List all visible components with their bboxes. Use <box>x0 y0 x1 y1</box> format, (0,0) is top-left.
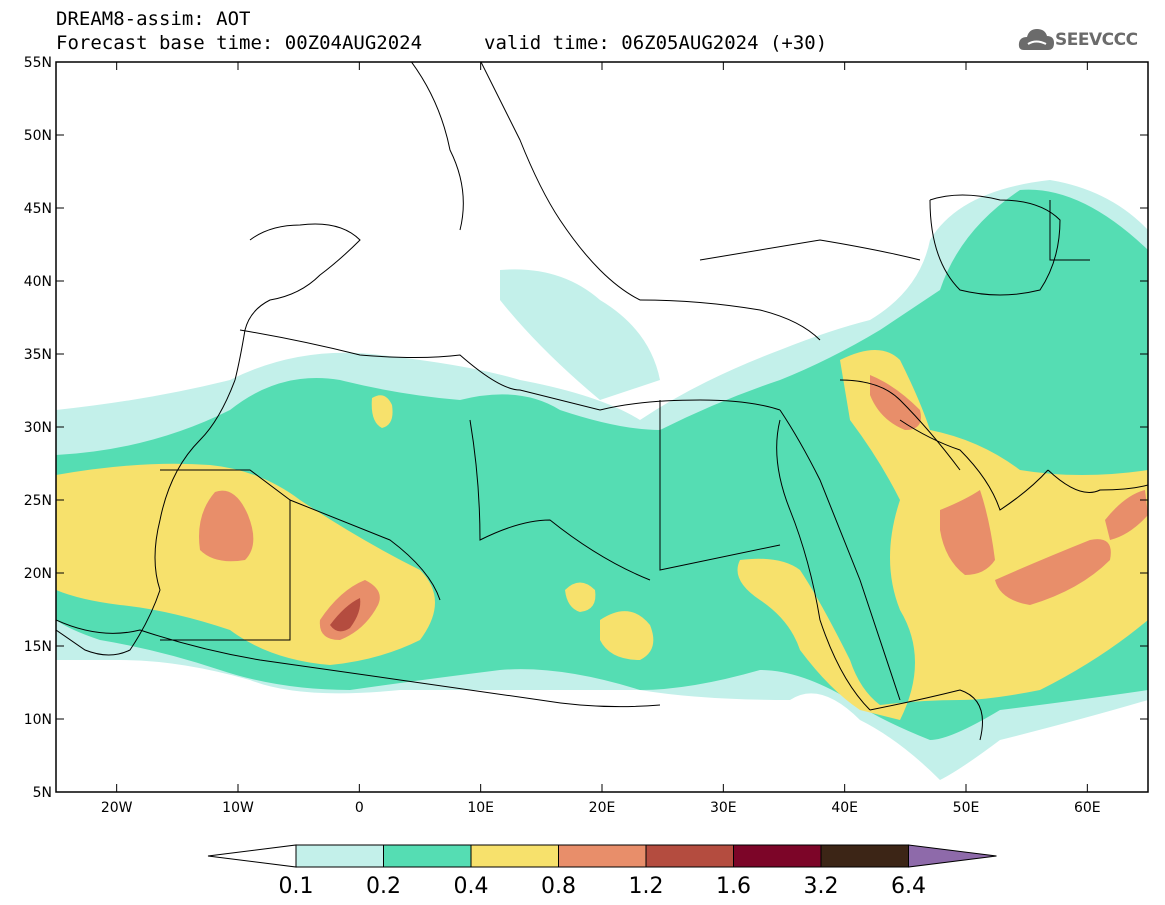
cloud-logo-icon <box>1018 29 1054 50</box>
colorbar-level-label: 0.4 <box>454 874 489 899</box>
lat-label: 30N <box>24 420 52 436</box>
aot-fields <box>56 180 1148 780</box>
colorbar-box <box>383 844 472 868</box>
colorbar-box <box>645 844 734 868</box>
colorbar-box <box>820 844 909 868</box>
lon-label: 20E <box>589 800 616 816</box>
colorbar-box <box>295 844 384 868</box>
colorbar-level-label: 3.2 <box>804 874 839 899</box>
colorbar-level-label: 0.8 <box>541 874 576 899</box>
colorbar-level-label: 1.6 <box>716 874 751 899</box>
colorbar-over-triangle <box>908 844 997 868</box>
lon-label: 10W <box>222 800 254 816</box>
lat-label: 35N <box>24 347 52 363</box>
logo-text: SEEVCCC <box>1055 30 1138 50</box>
colorbar-under-triangle <box>207 844 297 868</box>
lat-label: 15N <box>24 639 52 655</box>
axis-ticks: 5N 10N 15N 20N 25N 30N 35N 40N 45N 50N 55N 20W 10W 0 1… <box>24 55 1148 816</box>
lat-label: 40N <box>24 274 52 290</box>
lat-label: 10N <box>24 712 52 728</box>
colorbar-box <box>733 844 822 868</box>
aot-level-1.2 <box>330 598 361 632</box>
colorbar-level-label: 6.4 <box>891 874 926 899</box>
colorbar-box <box>470 844 559 868</box>
lon-label: 40E <box>831 800 858 816</box>
lon-label: 30E <box>710 800 737 816</box>
lon-label: 20W <box>101 800 133 816</box>
lat-label: 5N <box>33 785 52 801</box>
lon-label: 0 <box>355 800 364 816</box>
lat-label: 55N <box>24 55 52 71</box>
lat-label: 50N <box>24 128 52 144</box>
colorbar-box <box>558 844 647 868</box>
colorbar-level-label: 0.1 <box>279 874 314 899</box>
lon-label: 60E <box>1074 800 1101 816</box>
lon-label: 50E <box>953 800 980 816</box>
model-title: DREAM8-assim: AOT <box>56 8 251 30</box>
aot-level-0.8 <box>199 490 254 562</box>
lon-label: 10E <box>467 800 494 816</box>
lat-label: 25N <box>24 493 52 509</box>
forecast-base-time: Forecast base time: 00Z04AUG2024 <box>56 32 423 54</box>
coastlines <box>56 62 1148 741</box>
colorbar-level-label: 0.2 <box>366 874 401 899</box>
valid-time: valid time: 06Z05AUG2024 (+30) <box>484 32 828 54</box>
lat-label: 45N <box>24 201 52 217</box>
colorbar-level-label: 1.2 <box>629 874 664 899</box>
lat-label: 20N <box>24 566 52 582</box>
